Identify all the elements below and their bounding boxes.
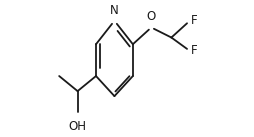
Text: F: F	[191, 44, 198, 57]
Text: N: N	[110, 4, 119, 17]
Text: O: O	[147, 10, 156, 23]
Text: F: F	[191, 14, 198, 27]
Text: OH: OH	[69, 120, 87, 133]
